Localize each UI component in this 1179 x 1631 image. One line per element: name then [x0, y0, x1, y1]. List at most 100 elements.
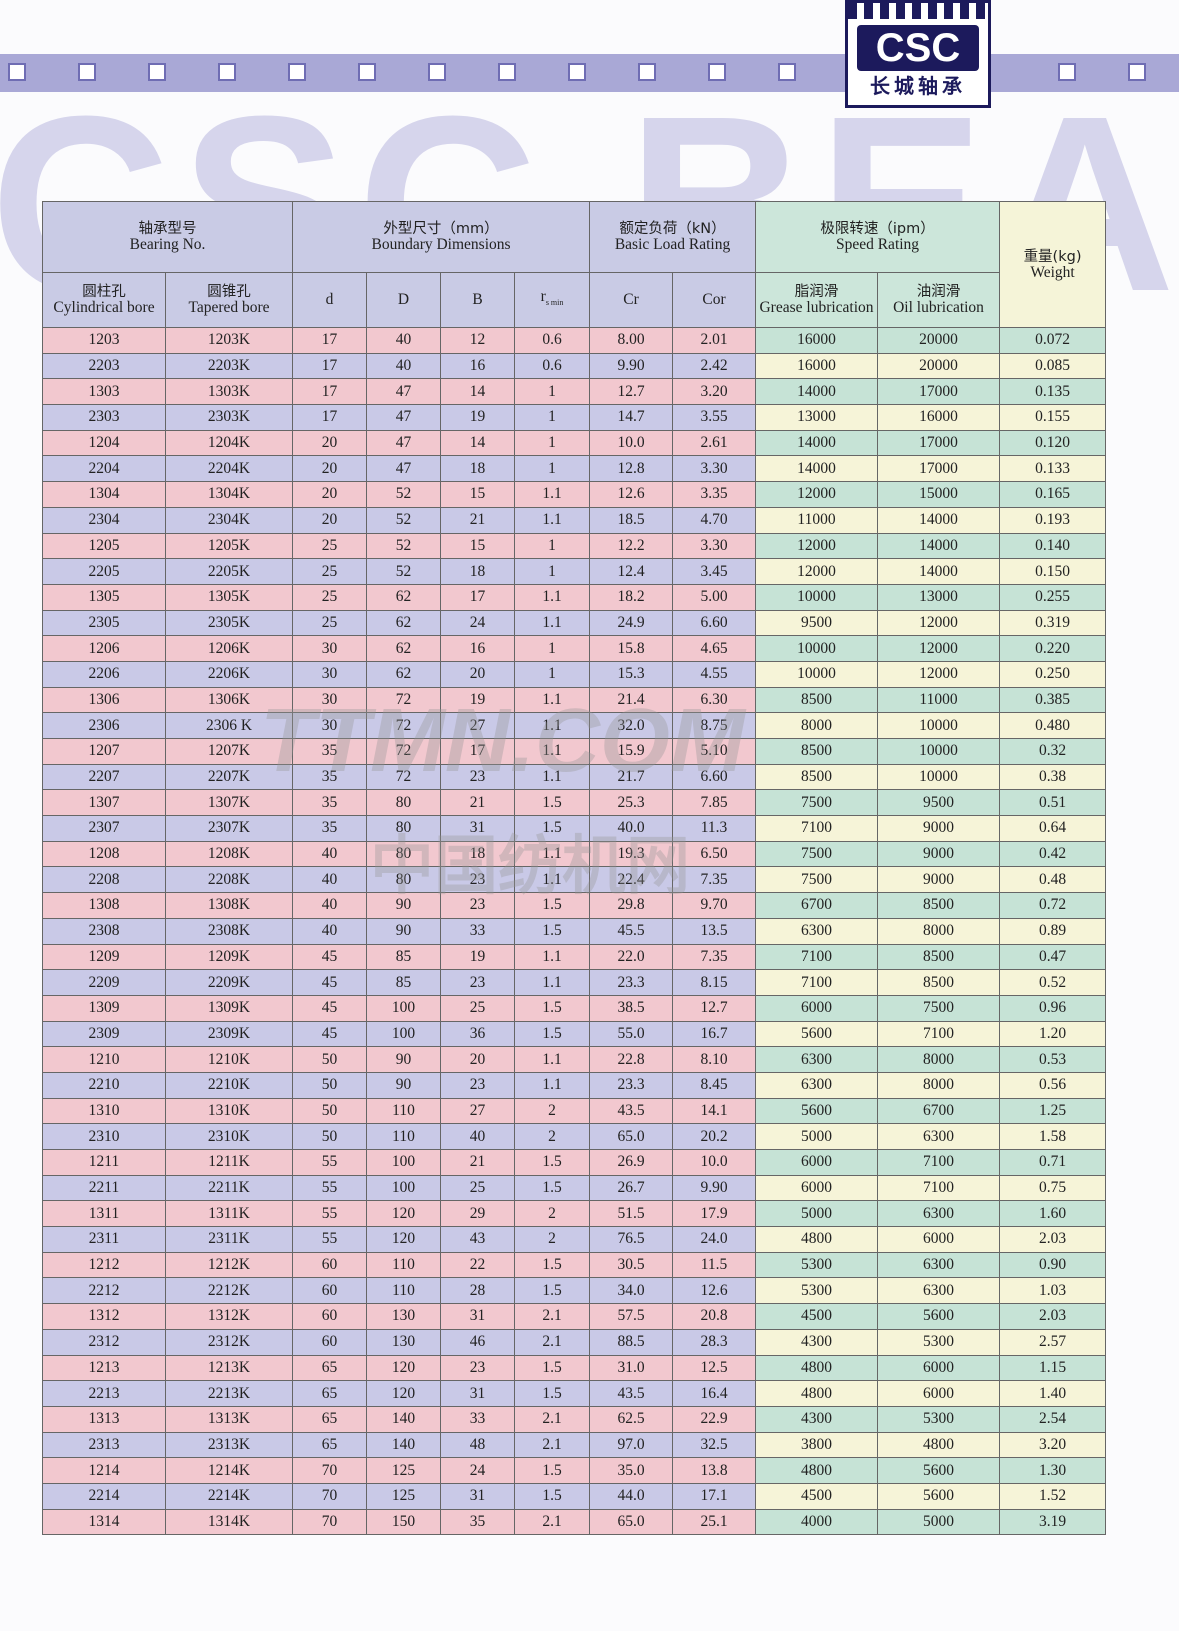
cell: 12000 [755, 481, 879, 508]
cell: 19 [440, 404, 516, 431]
cell: 2214K [164, 1482, 294, 1510]
cell: 4.70 [672, 506, 757, 534]
cell: 2.1 [514, 1328, 591, 1356]
cell: 13000 [755, 404, 879, 431]
cell: 1313 [42, 1405, 166, 1433]
cell: 52 [366, 506, 442, 534]
cell: 1.52 [999, 1482, 1107, 1510]
cell: 100 [366, 1149, 442, 1176]
cell: 1.5 [514, 1380, 591, 1407]
cell: 1210K [164, 1046, 294, 1073]
cell: 0.47 [999, 943, 1107, 971]
cell: 40 [292, 866, 368, 894]
cell: 45 [292, 943, 368, 971]
header: 外型尺寸（mm） Boundary Dimensions [292, 201, 591, 273]
cell: 2.42 [672, 352, 757, 380]
cell: 12 [440, 327, 516, 354]
row: 2313 2313K 65 140 48 2.1 97.0 32.5 3800 4800 3.20 [42, 1431, 1107, 1459]
cell: 5.00 [672, 583, 757, 611]
cell: 0.480 [999, 712, 1107, 739]
row: 2210 2210K 50 90 23 1.1 23.3 8.45 6300 8000 0.56 [42, 1071, 1107, 1099]
cell: 2 [514, 1123, 591, 1150]
cell: 21.4 [589, 686, 674, 714]
cell: 4800 [877, 1431, 1001, 1459]
cell: 62 [366, 583, 442, 611]
cell: 0.75 [999, 1174, 1107, 1202]
cell: 1206K [164, 635, 294, 662]
cell: 7500 [877, 994, 1001, 1022]
cell: 3.20 [999, 1431, 1107, 1459]
header-en: Tapered bore [188, 299, 270, 316]
header-en: Cylindrical bore [53, 299, 155, 316]
cell: 2.01 [672, 327, 757, 354]
cell: 5300 [755, 1277, 879, 1305]
cell: 15.3 [589, 660, 674, 688]
cell: 36 [440, 1020, 516, 1048]
cell: 1208 [42, 840, 166, 868]
cell: 140 [366, 1405, 442, 1433]
cell: 88.5 [589, 1328, 674, 1356]
cell: 90 [366, 1071, 442, 1099]
cell: 14000 [755, 429, 879, 457]
cell: 15 [440, 532, 516, 560]
row: 1304 1304K 20 52 15 1.1 12.6 3.35 12000 15000 0.16… [42, 481, 1107, 508]
cell: 0.38 [999, 763, 1107, 791]
row: 1205 1205K 25 52 15 1 12.2 3.30 12000 14000 0.140 [42, 532, 1107, 560]
row: 2211 2211K 55 100 25 1.5 26.7 9.90 6000 7100 0.75 [42, 1174, 1107, 1202]
cell: 2.03 [999, 1226, 1107, 1253]
cell: 120 [366, 1226, 442, 1253]
cell: 1308K [164, 892, 294, 919]
cell: 70 [292, 1508, 368, 1536]
cell: 25 [440, 1174, 516, 1202]
header-zh: 轴承型号 [138, 221, 197, 237]
subheader: Cr [589, 272, 674, 328]
cell: 22 [440, 1251, 516, 1279]
cell: 14000 [755, 455, 879, 483]
cell: 0.072 [999, 327, 1107, 354]
cell: 2304 [42, 506, 166, 534]
cell: 130 [366, 1328, 442, 1356]
cell: 1314K [164, 1508, 294, 1536]
cell: 110 [366, 1251, 442, 1279]
cell: 5.10 [672, 738, 757, 765]
cell: 2 [514, 1097, 591, 1125]
cell: 13.8 [672, 1457, 757, 1484]
cell: 1.1 [514, 969, 591, 996]
cell: 2312K [164, 1328, 294, 1356]
cell: 2304K [164, 506, 294, 534]
cell: 2203 [42, 352, 166, 380]
subheader: 圆锥孔 Tapered bore [164, 272, 294, 328]
cell: 1.1 [514, 712, 591, 739]
cell: 31 [440, 1303, 516, 1330]
cell: 16.7 [672, 1020, 757, 1048]
cell: 43.5 [589, 1380, 674, 1407]
row: 2305 2305K 25 62 24 1.1 24.9 6.60 9500 12000 0.319 [42, 609, 1107, 637]
cell: 7100 [877, 1174, 1001, 1202]
cell: 43.5 [589, 1097, 674, 1125]
cell: 10000 [877, 738, 1001, 765]
cell: 23 [440, 892, 516, 919]
cell: 12.5 [672, 1354, 757, 1382]
header: 轴承型号 Bearing No. [41, 201, 294, 273]
cell: 35.0 [589, 1457, 674, 1484]
cell: 5600 [877, 1482, 1001, 1510]
cell: 8.00 [589, 327, 674, 354]
cell: 120 [366, 1380, 442, 1407]
cell: 1.03 [999, 1277, 1107, 1305]
cell: 2308K [164, 917, 294, 945]
cell: 1211K [164, 1149, 294, 1176]
cell: 2213K [164, 1380, 294, 1407]
cell: 110 [366, 1277, 442, 1305]
cell: 1303K [164, 378, 294, 406]
header: 极限转速（ipm） Speed Rating [755, 201, 1001, 273]
cell: 14.1 [672, 1097, 757, 1125]
cell: 4800 [755, 1380, 879, 1407]
cell: 1.15 [999, 1354, 1107, 1382]
row: 1308 1308K 40 90 23 1.5 29.8 9.70 6700 8500 0.72 [42, 892, 1107, 919]
cell: 1 [514, 660, 591, 688]
cell: 50 [292, 1123, 368, 1150]
cell: 2211K [164, 1174, 294, 1202]
cell: 1211 [42, 1149, 166, 1176]
cell: 1210 [42, 1046, 166, 1073]
header-en: Speed Rating [835, 236, 920, 253]
